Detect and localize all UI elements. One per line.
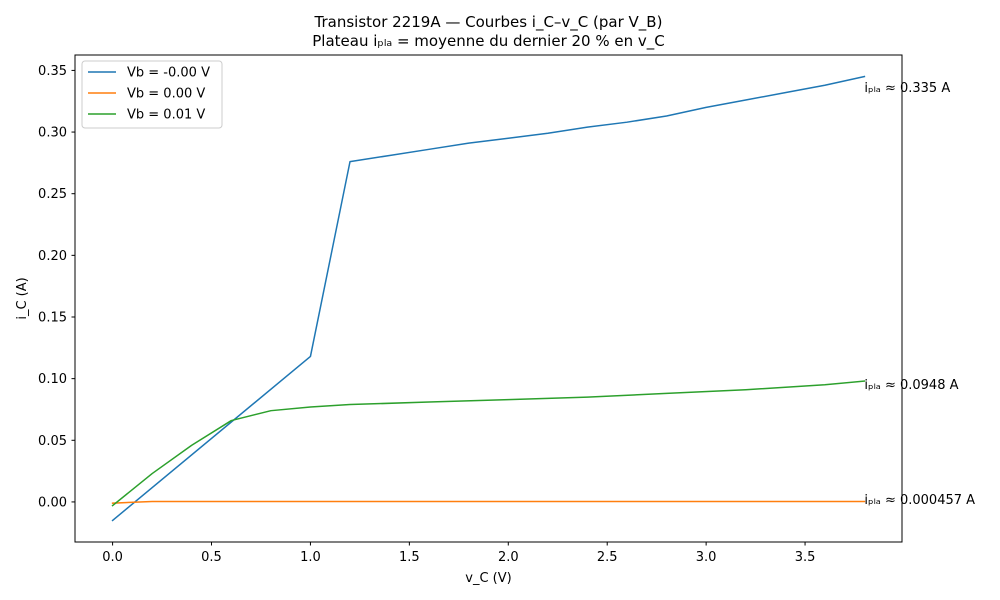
series-line-3 bbox=[111, 380, 866, 507]
plateau-annotation-2: iₚₗₐ ≈ 0.0948 A bbox=[864, 378, 958, 393]
x-tick-label: 2.5 bbox=[597, 550, 618, 565]
y-tick-label: 0.30 bbox=[38, 126, 67, 141]
legend-label-1: Vb = -0.00 V bbox=[127, 66, 210, 81]
legend-box bbox=[81, 60, 223, 129]
plateau-annotation-1: iₚₗₐ ≈ 0.335 A bbox=[864, 81, 950, 96]
y-tick-label: 0.05 bbox=[38, 434, 67, 449]
x-tick-label: 2.0 bbox=[498, 550, 519, 565]
x-tick-label: 0.0 bbox=[102, 550, 123, 565]
plateau-annotation-3: iₚₗₐ ≈ 0.000457 A bbox=[864, 493, 975, 508]
y-tick-label: 0.15 bbox=[38, 310, 67, 325]
y-tick-label: 0.35 bbox=[38, 64, 67, 79]
x-tick-label: 3.0 bbox=[696, 550, 717, 565]
y-axis: 0.00 0.05 0.10 0.15 0.20 0.25 0.30 0.35 bbox=[38, 64, 75, 510]
y-tick-label: 0.00 bbox=[38, 495, 67, 510]
legend-label-2: Vb = 0.00 V bbox=[127, 87, 205, 102]
series-line-1 bbox=[111, 75, 866, 522]
x-tick-label: 3.5 bbox=[795, 550, 816, 565]
chart-title: Transistor 2219A — Courbes i_C–v_C (par … bbox=[314, 13, 663, 32]
series-layer bbox=[111, 75, 866, 522]
annotations: iₚₗₐ ≈ 0.335 A iₚₗₐ ≈ 0.0948 A iₚₗₐ ≈ 0.00… bbox=[864, 81, 975, 508]
x-axis-label: v_C (V) bbox=[465, 571, 511, 586]
y-tick-label: 0.25 bbox=[38, 187, 67, 202]
y-tick-label: 0.20 bbox=[38, 249, 67, 264]
legend: Vb = -0.00 V Vb = 0.00 V Vb = 0.01 V bbox=[81, 60, 223, 129]
x-tick-label: 0.5 bbox=[201, 550, 222, 565]
y-axis-label: i_C (A) bbox=[15, 277, 30, 319]
series-line-2 bbox=[111, 500, 866, 504]
y-tick-label: 0.10 bbox=[38, 372, 67, 387]
plot-frame bbox=[74, 54, 903, 543]
x-tick-label: 1.0 bbox=[300, 550, 321, 565]
x-axis: 0.0 0.5 1.0 1.5 2.0 2.5 3.0 3.5 bbox=[102, 542, 815, 565]
legend-label-3: Vb = 0.01 V bbox=[127, 108, 205, 123]
chart-subtitle: Plateau iₚₗₐ = moyenne du dernier 20 % e… bbox=[312, 32, 664, 51]
x-tick-label: 1.5 bbox=[399, 550, 420, 565]
